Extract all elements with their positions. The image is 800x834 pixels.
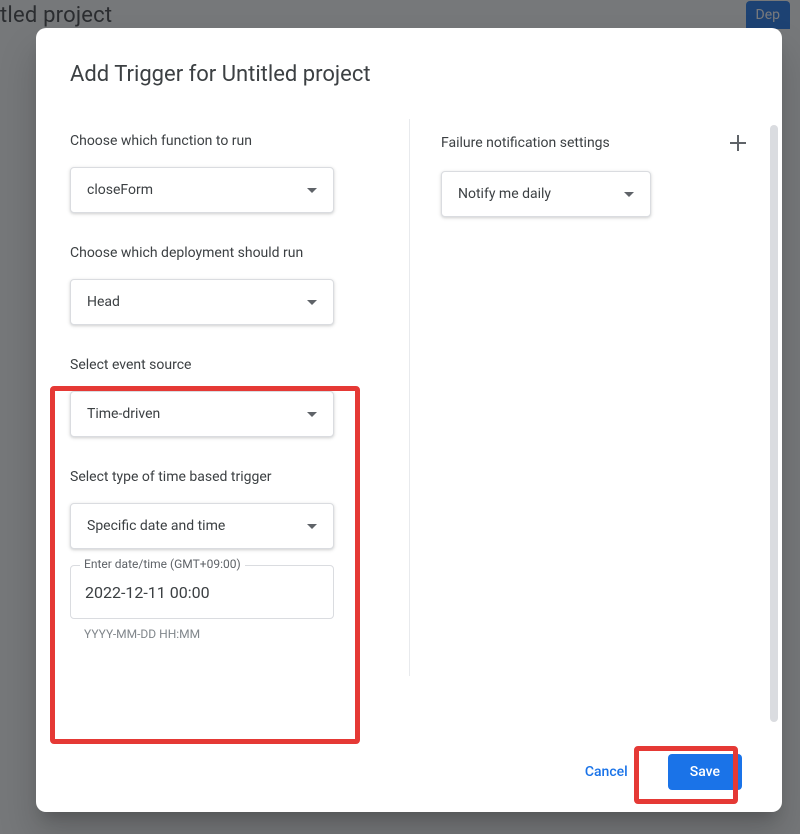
function-value: closeForm <box>87 182 307 198</box>
chevron-down-icon <box>307 412 317 417</box>
event-source-value: Time-driven <box>87 406 307 422</box>
trigger-type-label: Select type of time based trigger <box>70 469 377 485</box>
datetime-floating-label: Enter date/time (GMT+09:00) <box>80 557 245 571</box>
chevron-down-icon <box>307 188 317 193</box>
notification-label: Failure notification settings <box>441 135 610 151</box>
dialog-title: Add Trigger for Untitled project <box>36 28 782 111</box>
notification-select[interactable]: Notify me daily <box>441 171 651 217</box>
add-trigger-dialog: Add Trigger for Untitled project Choose … <box>36 28 782 812</box>
function-label: Choose which function to run <box>70 133 377 149</box>
cancel-button[interactable]: Cancel <box>563 754 650 790</box>
chevron-down-icon <box>307 300 317 305</box>
function-select[interactable]: closeForm <box>70 167 334 213</box>
add-notification-icon[interactable] <box>728 133 748 153</box>
event-source-select[interactable]: Time-driven <box>70 391 334 437</box>
chevron-down-icon <box>624 192 634 197</box>
save-button[interactable]: Save <box>668 754 742 790</box>
notification-value: Notify me daily <box>458 186 624 202</box>
deployment-select[interactable]: Head <box>70 279 334 325</box>
deployment-label: Choose which deployment should run <box>70 245 377 261</box>
event-source-label: Select event source <box>70 357 377 373</box>
deployment-value: Head <box>87 294 307 310</box>
chevron-down-icon <box>307 524 317 529</box>
scrollbar[interactable] <box>770 125 778 722</box>
datetime-helper: YYYY-MM-DD HH:MM <box>70 627 377 641</box>
datetime-input[interactable] <box>70 565 334 619</box>
trigger-type-value: Specific date and time <box>87 518 307 534</box>
column-divider <box>409 119 410 676</box>
trigger-type-select[interactable]: Specific date and time <box>70 503 334 549</box>
